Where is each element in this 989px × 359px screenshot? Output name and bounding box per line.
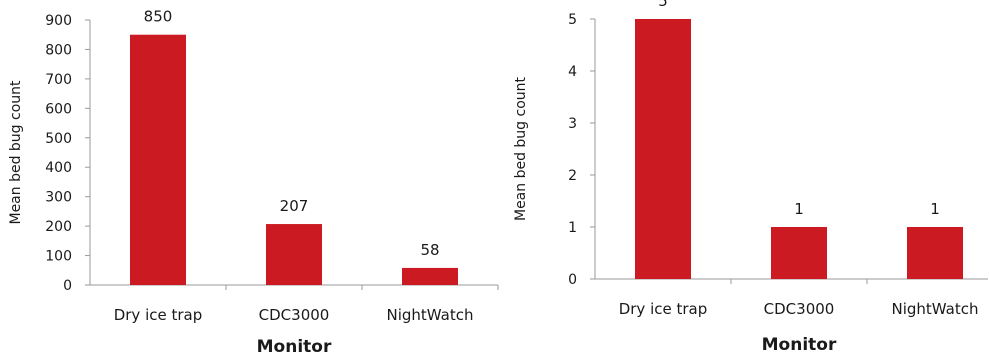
data-label: 58 bbox=[420, 241, 439, 259]
chart-2: 0 1 2 3 4 5 5 Dry ice trap 1 CDC3000 1 NightWatch Me… bbox=[513, 0, 988, 355]
category-label: NightWatch bbox=[892, 300, 979, 318]
y-tick-label: 3 bbox=[568, 116, 577, 132]
y-tick-label: 700 bbox=[45, 72, 72, 88]
data-label: 1 bbox=[930, 200, 940, 218]
category-label: NightWatch bbox=[387, 306, 474, 324]
bar-dry-ice-trap bbox=[635, 19, 691, 279]
y-axis-title: Mean bed bug count bbox=[513, 76, 529, 221]
y-axis-title: Mean bed bug count bbox=[8, 80, 24, 225]
data-label: 5 bbox=[658, 0, 668, 10]
category-label: CDC3000 bbox=[259, 306, 330, 324]
chart-1: 0 100 200 300 400 500 600 700 800 900 850 Dry ice t… bbox=[8, 8, 499, 357]
category-label: Dry ice trap bbox=[114, 306, 203, 324]
y-tick-label: 0 bbox=[568, 272, 577, 288]
y-tick-label: 900 bbox=[45, 13, 72, 29]
data-label: 850 bbox=[144, 8, 173, 26]
x-axis-title: Monitor bbox=[762, 335, 837, 355]
y-tick-label: 400 bbox=[45, 160, 72, 176]
y-tick-label: 5 bbox=[568, 12, 577, 28]
data-label: 1 bbox=[794, 200, 804, 218]
data-label: 207 bbox=[280, 197, 309, 215]
y-tick-label: 100 bbox=[45, 249, 72, 265]
x-axis-title: Monitor bbox=[257, 337, 332, 357]
bar-nightwatch bbox=[402, 267, 458, 285]
y-tick-label: 2 bbox=[568, 168, 577, 184]
bar-cdc3000 bbox=[266, 224, 322, 285]
y-tick-label: 500 bbox=[45, 131, 72, 147]
category-label: Dry ice trap bbox=[619, 300, 708, 318]
bar-cdc3000 bbox=[771, 227, 827, 279]
y-tick-label: 1 bbox=[568, 220, 577, 236]
category-label: CDC3000 bbox=[764, 300, 835, 318]
bar-nightwatch bbox=[907, 227, 963, 279]
y-tick-label: 4 bbox=[568, 64, 577, 80]
y-tick-label: 200 bbox=[45, 219, 72, 235]
y-tick-label: 800 bbox=[45, 42, 72, 58]
y-tick-label: 600 bbox=[45, 101, 72, 117]
y-tick-label: 0 bbox=[63, 278, 72, 294]
bar-dry-ice-trap bbox=[130, 34, 186, 285]
y-tick-label: 300 bbox=[45, 190, 72, 206]
